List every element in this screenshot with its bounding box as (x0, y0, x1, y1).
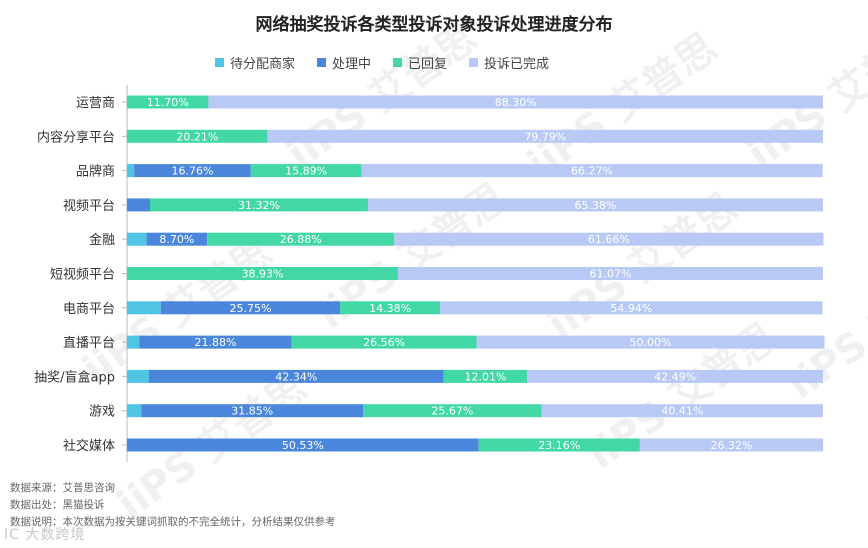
data-label: 50.00% (630, 336, 672, 349)
data-label: 11.70% (147, 96, 189, 109)
bar-segment[interactable] (397, 267, 823, 280)
bar-segment[interactable] (440, 301, 823, 315)
bar-segment[interactable] (148, 369, 444, 383)
data-label: 40.41% (661, 405, 703, 418)
data-label: 26.32% (711, 439, 753, 452)
data-label: 25.75% (229, 302, 271, 315)
note-source: 数据来源：艾普思咨询 (10, 482, 115, 494)
bar-segment[interactable] (639, 438, 824, 452)
data-label: 8.70% (159, 233, 194, 246)
bar-segment[interactable] (146, 232, 208, 246)
data-label: 61.66% (588, 233, 630, 246)
category-label: 直播平台 (63, 336, 115, 351)
category-label: 社交媒体 (63, 438, 115, 454)
legend-label: 投诉已完成 (484, 57, 550, 72)
category-label: 运营商 (76, 96, 115, 111)
data-label: 26.88% (280, 233, 322, 246)
bar-segment[interactable] (127, 95, 209, 109)
bar-segment[interactable] (127, 335, 140, 349)
legend-item-1[interactable]: 处理中 (317, 53, 371, 72)
bar-segment[interactable] (291, 335, 477, 349)
data-label: 25.67% (431, 405, 473, 418)
bar-segment[interactable] (127, 267, 398, 280)
data-label: 65.38% (575, 199, 617, 212)
bar-segment[interactable] (208, 95, 823, 109)
bar-segment[interactable] (127, 129, 268, 143)
bar-segment[interactable] (541, 404, 823, 418)
legend-swatch (215, 58, 224, 67)
bar-segment[interactable] (250, 164, 362, 178)
note-origin: 数据出处：黑猫投诉 (10, 499, 105, 511)
legend-label: 已回复 (408, 57, 448, 72)
legend-item-0[interactable]: 待分配商家 (215, 53, 295, 72)
bar-segment[interactable] (134, 164, 251, 178)
legend: 待分配商家 处理中 已回复 投诉已完成 (215, 53, 549, 72)
data-label: 26.56% (363, 336, 405, 349)
data-label: 14.38% (369, 302, 411, 315)
category-label: 电商平台 (63, 302, 115, 317)
bar-segment[interactable] (160, 301, 341, 315)
data-label: 12.01% (464, 370, 506, 383)
legend-swatch (469, 58, 479, 67)
bar-segment[interactable] (127, 164, 135, 178)
data-label: 15.89% (285, 165, 327, 178)
data-label: 54.94% (610, 302, 652, 315)
legend-item-2[interactable]: 已回复 (393, 53, 447, 72)
chart-title: 网络抽奖投诉各类型投诉对象投诉处理进度分布 (255, 15, 613, 35)
bar-segment[interactable] (267, 129, 823, 143)
data-label: 42.34% (275, 370, 317, 383)
note-description: 数据说明：本次数据为按关键词抓取的不完全统计，分析结果仅供参考 (10, 516, 336, 528)
data-label: 50.53% (282, 439, 324, 452)
bar-segment[interactable] (361, 164, 823, 178)
bar-segment[interactable] (139, 335, 292, 349)
category-label: 品牌商 (76, 164, 115, 180)
data-label: 31.85% (231, 405, 273, 418)
bar-segment[interactable] (527, 369, 823, 383)
data-label: 23.16% (538, 439, 580, 452)
bar-segment[interactable] (127, 198, 150, 212)
category-label: 抽奖/盲盒app (34, 369, 115, 385)
category-label: 短视频平台 (50, 268, 115, 283)
data-label: 61.07% (590, 268, 632, 281)
bar-segment[interactable] (127, 301, 161, 315)
bar-segment[interactable] (207, 232, 395, 246)
bar-segment[interactable] (127, 369, 149, 383)
data-label: 42.49% (654, 370, 696, 383)
legend-item-3[interactable]: 投诉已完成 (469, 53, 549, 72)
legend-label: 待分配商家 (230, 57, 296, 72)
notes: 数据来源：艾普思咨询 数据出处：黑猫投诉 数据说明：本次数据为按关键词抓取的不完… (10, 480, 336, 531)
corner-watermark: IC 大数跨境 (4, 527, 86, 543)
data-label: 20.21% (176, 130, 218, 143)
bar-segment[interactable] (394, 232, 824, 246)
category-label: 视频平台 (63, 199, 115, 214)
bar-segment[interactable] (127, 232, 147, 246)
data-label: 16.76% (172, 165, 214, 178)
bar-segment[interactable] (141, 404, 364, 418)
bar-segment[interactable] (367, 198, 823, 212)
bar-segment[interactable] (363, 404, 542, 418)
bar-segment[interactable] (340, 301, 441, 315)
category-label: 内容分享平台 (37, 129, 115, 145)
data-label: 38.93% (242, 268, 284, 281)
data-label: 21.88% (195, 336, 237, 349)
bar-segment[interactable] (127, 404, 142, 418)
data-label: 79.79% (524, 130, 566, 143)
data-label: 88.30% (495, 96, 537, 109)
bar-segment[interactable] (443, 369, 528, 383)
legend-swatch (317, 58, 327, 67)
legend-swatch (393, 58, 403, 67)
bar-segment[interactable] (478, 438, 640, 452)
category-label: 金融 (89, 232, 115, 248)
bar-segment[interactable] (127, 438, 479, 452)
data-label: 66.27% (571, 165, 613, 178)
legend-label: 处理中 (332, 57, 372, 72)
data-label: 31.32% (238, 199, 280, 212)
bar-segment[interactable] (476, 335, 825, 349)
bar-segment[interactable] (149, 198, 368, 212)
category-label: 游戏 (89, 405, 115, 420)
